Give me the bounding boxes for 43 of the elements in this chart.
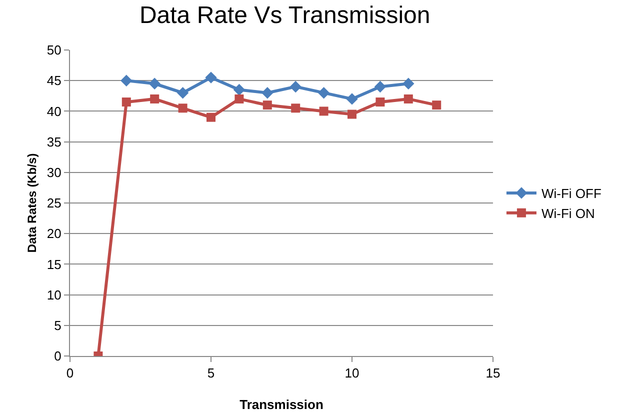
point xyxy=(348,110,356,119)
point xyxy=(120,74,132,86)
y-tick-label: 40 xyxy=(46,104,62,119)
point xyxy=(122,98,131,107)
point xyxy=(319,106,328,116)
point xyxy=(205,72,217,84)
point xyxy=(318,86,330,99)
point xyxy=(346,93,358,105)
point xyxy=(290,80,302,93)
point xyxy=(374,80,386,93)
x-tick-label: 15 xyxy=(486,366,500,381)
point xyxy=(404,94,413,104)
chart-title: Data Rate Vs Transmission xyxy=(139,2,430,30)
point xyxy=(206,112,216,122)
point xyxy=(432,100,442,110)
point xyxy=(234,94,244,104)
point xyxy=(376,98,385,107)
y-tick-label: 45 xyxy=(46,73,62,88)
y-tick-label: 0 xyxy=(54,348,62,364)
legend-label: Wi-Fi ON xyxy=(541,206,595,221)
y-tick-label: 25 xyxy=(46,196,62,211)
x-tick-label: 5 xyxy=(207,366,215,381)
point xyxy=(291,104,300,113)
y-tick-label: 15 xyxy=(46,256,62,272)
x-axis-title: Transmission xyxy=(240,397,324,412)
y-tick-label: 35 xyxy=(46,134,62,150)
y-tick-label: 10 xyxy=(46,287,62,302)
y-tick-label: 20 xyxy=(46,226,62,242)
point xyxy=(176,86,189,99)
y-axis-title: Data Rates (Kb/s) xyxy=(25,153,39,253)
point xyxy=(262,100,272,110)
point xyxy=(402,78,414,90)
point xyxy=(233,84,246,96)
point xyxy=(150,94,160,104)
point xyxy=(178,104,188,113)
point xyxy=(262,86,274,99)
y-tick-label: 5 xyxy=(54,318,62,333)
x-tick-label: 10 xyxy=(344,366,360,381)
legend-label: Wi-Fi OFF xyxy=(541,186,602,202)
point xyxy=(148,78,160,90)
x-tick-label: 0 xyxy=(66,366,74,381)
y-tick-label: 30 xyxy=(46,164,62,180)
y-tick-label: 50 xyxy=(46,42,62,58)
